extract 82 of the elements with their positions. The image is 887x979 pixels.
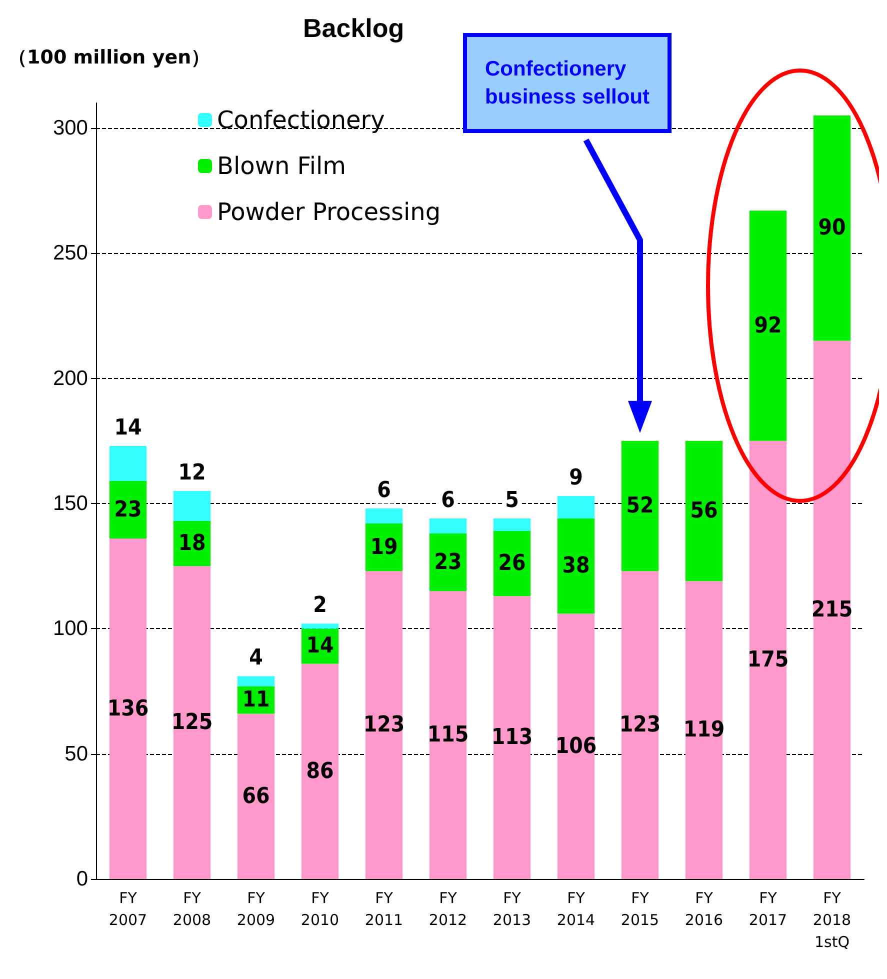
bar (365, 508, 403, 524)
bar (749, 210, 787, 441)
data-label: 2 (313, 593, 327, 618)
data-label: 12 (178, 460, 206, 486)
y-tick-label: 300 (52, 116, 88, 140)
annotation: Confectionery business sellout (485, 58, 650, 108)
bar (685, 440, 723, 582)
data-label: 9 (569, 466, 583, 491)
data-label: 92 (754, 313, 782, 338)
x-tick-label: FY 2018 1stQ (812, 889, 852, 951)
data-label: 18 (178, 531, 206, 556)
y-tick-label: 100 (52, 617, 88, 640)
bar (813, 116, 851, 341)
x-tick-label: FY 2011 (364, 889, 404, 929)
y-axis-title: （100 million yen） (8, 46, 210, 68)
y-tick-label: 150 (52, 492, 88, 516)
data-label: 52 (626, 494, 654, 519)
x-tick-label: FY 2007 (108, 889, 148, 929)
bar (813, 340, 851, 879)
bar (685, 581, 723, 879)
data-label: 66 (242, 784, 270, 809)
x-tick-label: FY 2012 (428, 889, 468, 929)
bar (749, 440, 787, 879)
bar (429, 518, 467, 534)
bar (365, 571, 403, 879)
data-label: 125 (171, 710, 213, 736)
x-tick-label: FY 2014 (556, 889, 596, 929)
x-tick-label: FY 2010 (300, 889, 340, 929)
data-label: 215 (811, 597, 853, 622)
data-label: 4 (249, 646, 263, 671)
chart-title: Backlog (303, 13, 404, 43)
x-tick-label: FY 2013 (492, 889, 532, 929)
x-tick-label: FY 2008 (172, 889, 212, 929)
x-tick-label: FY 2009 (236, 889, 276, 929)
bar (301, 624, 339, 629)
legend-label: Powder Processing (217, 198, 441, 226)
y-tick-label: 200 (52, 366, 88, 390)
y-tick-label: 250 (52, 242, 88, 265)
bar (621, 440, 659, 572)
data-label: 23 (434, 550, 462, 575)
bar (429, 591, 467, 879)
bar (173, 491, 211, 522)
data-label: 136 (107, 696, 149, 722)
bar (109, 538, 147, 879)
data-label: 86 (306, 758, 334, 784)
data-label: 6 (377, 478, 391, 504)
bar (237, 676, 275, 686)
y-tick-label: 50 (64, 742, 88, 766)
legend-label: Confectionery (217, 106, 385, 134)
data-label: 123 (619, 712, 661, 738)
bar (173, 566, 211, 879)
bar (237, 714, 275, 879)
bar (557, 496, 595, 519)
x-tick-label: FY 2016 (684, 889, 724, 929)
bar (493, 518, 531, 532)
data-label: 11 (242, 688, 270, 713)
data-label: 115 (427, 722, 469, 748)
x-tick-label: FY 2015 (620, 889, 660, 929)
data-label: 26 (498, 551, 526, 576)
data-label: 38 (562, 554, 590, 579)
data-label: 19 (370, 534, 398, 560)
data-label: 123 (363, 712, 405, 738)
bar (109, 446, 147, 481)
data-label: 6 (441, 488, 455, 514)
bar (621, 571, 659, 879)
y-tick-label: 0 (76, 868, 88, 890)
data-label: 175 (747, 647, 789, 672)
data-label: 14 (306, 634, 334, 659)
data-label: 90 (818, 216, 846, 241)
data-label: 14 (114, 415, 142, 440)
data-label: 56 (690, 498, 718, 524)
bar (301, 664, 339, 879)
data-label: 106 (555, 734, 597, 759)
x-tick-label: FY 2017 (748, 889, 788, 929)
bar (493, 596, 531, 879)
data-label: 23 (114, 497, 142, 522)
bar (557, 614, 595, 879)
bar (557, 518, 595, 614)
data-label: 119 (683, 718, 725, 743)
data-label: 5 (505, 488, 519, 514)
data-label: 113 (491, 725, 533, 750)
legend-label: Blown Film (217, 152, 346, 180)
